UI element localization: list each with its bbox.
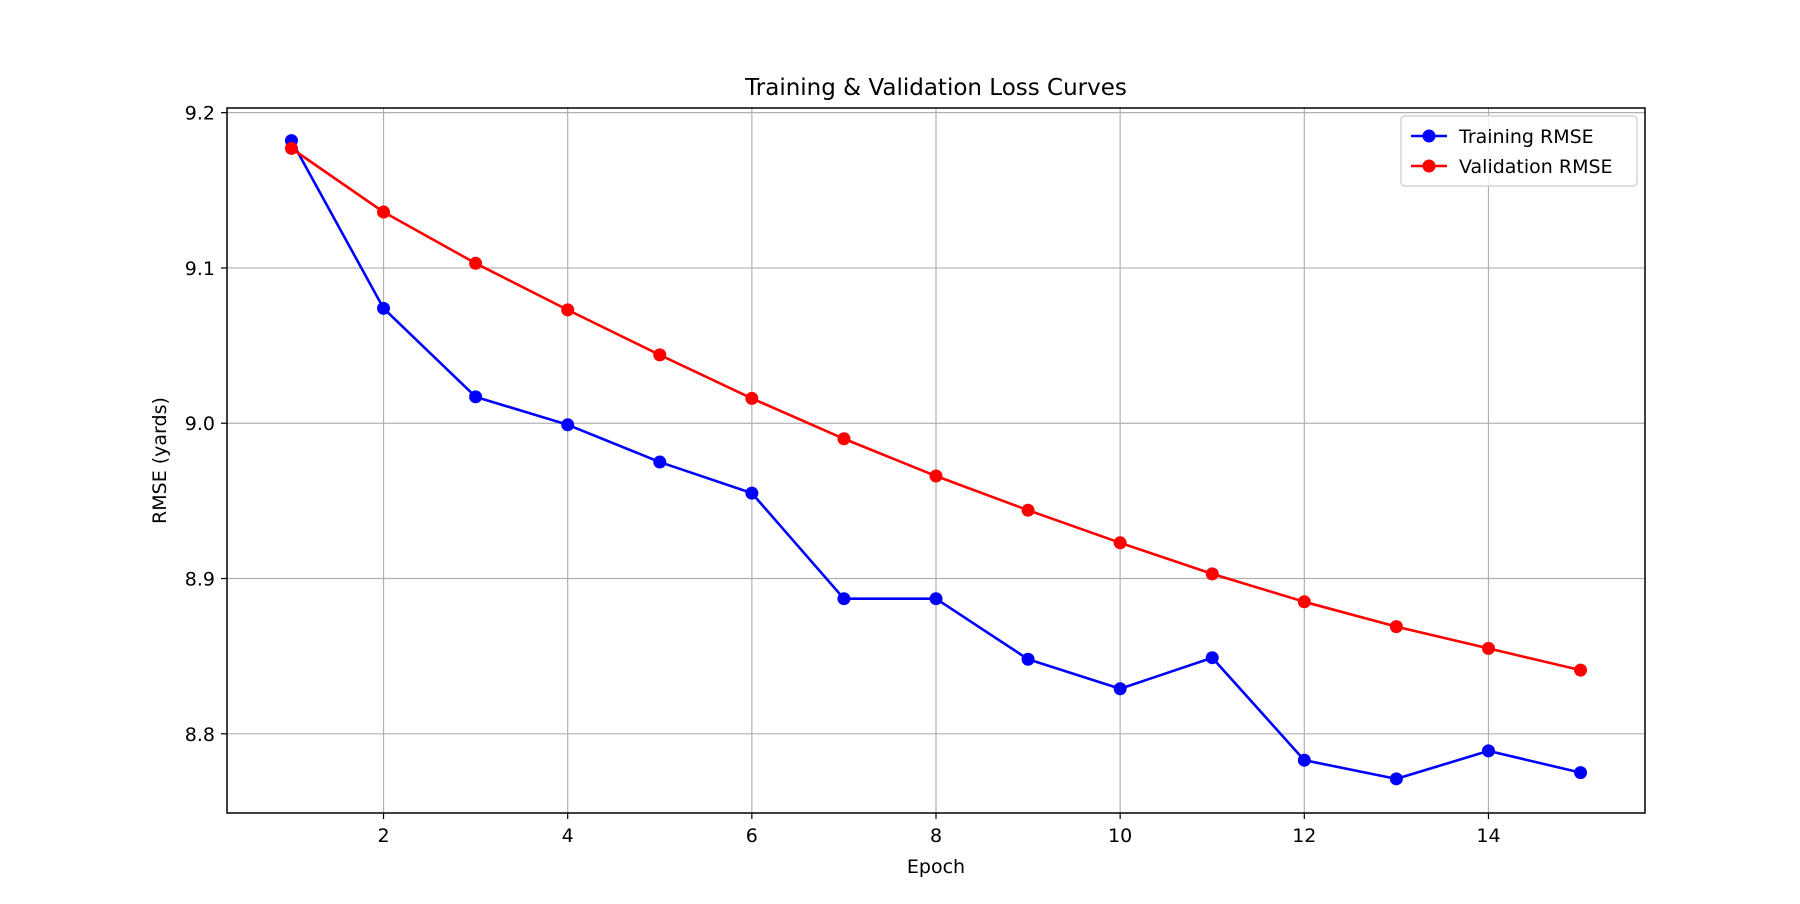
legend-item: Training RMSE: [1411, 126, 1594, 148]
y-tick-label: 8.8: [185, 724, 215, 746]
data-point: [1389, 772, 1403, 786]
data-point: [469, 390, 483, 404]
legend: Training RMSE Validation RMSE: [1400, 115, 1638, 187]
data-point: [653, 455, 667, 469]
data-point: [561, 418, 575, 432]
y-tick-label: 8.9: [185, 569, 215, 591]
x-tick-label: 6: [746, 825, 758, 847]
x-tick-label: 14: [1476, 825, 1500, 847]
x-tick-label: 10: [1108, 825, 1132, 847]
data-point: [929, 469, 943, 483]
data-point: [1481, 641, 1495, 655]
axes: 2 4 6 8 10 12 14 8.8 8.9 9.0 9.1 9.2: [185, 103, 1501, 847]
data-point: [1021, 652, 1035, 666]
x-tick-label: 4: [562, 825, 574, 847]
x-tick-label: 8: [930, 825, 942, 847]
data-point: [1389, 620, 1403, 634]
data-point: [745, 391, 759, 405]
legend-item: Validation RMSE: [1411, 156, 1613, 178]
data-point: [1205, 651, 1219, 665]
grid: [227, 108, 1645, 813]
data-point: [561, 303, 575, 317]
data-point: [377, 301, 391, 315]
data-point: [1021, 503, 1035, 517]
legend-marker: [1422, 129, 1436, 143]
x-axis-label: Epoch: [907, 856, 965, 878]
data-point: [1574, 766, 1588, 780]
data-point: [1574, 663, 1588, 677]
data-point: [837, 592, 851, 606]
data-point: [1205, 567, 1219, 581]
data-point: [469, 256, 483, 270]
x-tick-label: 12: [1292, 825, 1316, 847]
data-point: [929, 592, 943, 606]
data-point: [1297, 753, 1311, 767]
x-tick-label: 2: [377, 825, 389, 847]
chart-title: Training & Validation Loss Curves: [744, 75, 1127, 101]
y-tick-label: 9.1: [185, 258, 215, 280]
y-tick-label: 9.0: [185, 413, 215, 435]
data-point: [837, 432, 851, 446]
series-validation: [284, 141, 1588, 677]
data-point: [1297, 595, 1311, 609]
data-point: [284, 141, 298, 155]
legend-marker: [1422, 159, 1436, 173]
y-axis-label: RMSE (yards): [149, 397, 171, 524]
data-point: [1113, 536, 1127, 550]
data-point: [1481, 744, 1495, 758]
data-point: [1113, 682, 1127, 696]
y-tick-label: 9.2: [185, 103, 215, 125]
data-point: [745, 486, 759, 500]
data-point: [377, 205, 391, 219]
legend-label: Training RMSE: [1458, 126, 1594, 148]
data-series: [284, 134, 1588, 786]
legend-label: Validation RMSE: [1459, 156, 1613, 178]
legend-box: [1400, 115, 1638, 187]
data-point: [653, 348, 667, 362]
